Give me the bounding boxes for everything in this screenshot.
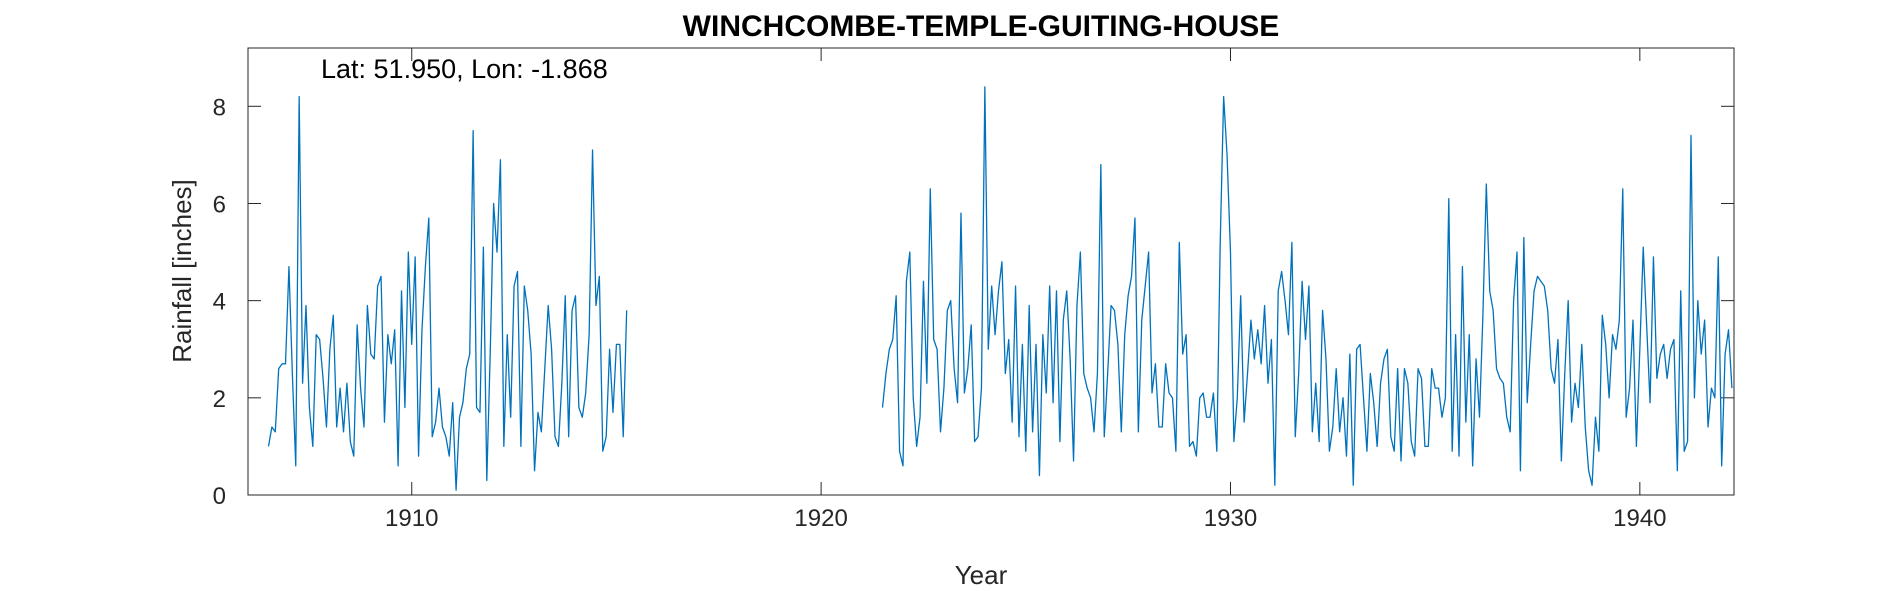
- y-tick-label: 6: [213, 191, 226, 218]
- x-tick-label: 1930: [1204, 505, 1257, 532]
- location-annotation: Lat: 51.950, Lon: -1.868: [321, 54, 608, 84]
- x-tick-label: 1920: [794, 505, 847, 532]
- x-tick-label: 1940: [1613, 505, 1666, 532]
- x-axis-label: Year: [955, 560, 1008, 590]
- x-tick-label: 1910: [385, 505, 438, 532]
- axis-ticks: [248, 48, 1734, 496]
- y-tick-label: 8: [213, 94, 226, 121]
- y-tick-label: 4: [213, 289, 226, 316]
- y-axis-label: Rainfall [inches]: [167, 179, 197, 363]
- chart-title: WINCHCOMBE-TEMPLE-GUITING-HOUSE: [683, 10, 1280, 43]
- plot-area: [247, 47, 1735, 496]
- y-tick-label: 2: [213, 386, 226, 413]
- tick-labels: 1910 1920 1930 1940 0 2 4 6 8: [213, 94, 1667, 532]
- rainfall-series-line: [267, 86, 1733, 491]
- y-tick-label: 0: [213, 483, 226, 510]
